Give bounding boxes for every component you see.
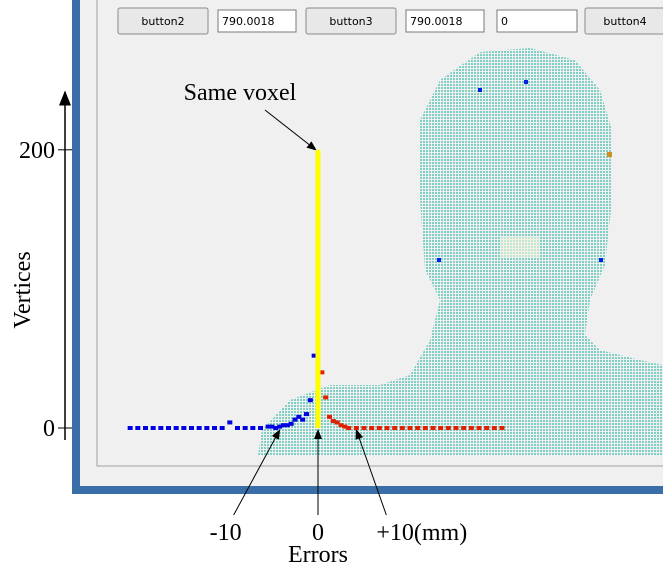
- button-label[interactable]: button2: [141, 15, 184, 28]
- point: [212, 426, 217, 430]
- point: [369, 426, 374, 430]
- point: [484, 426, 489, 430]
- point: [454, 426, 459, 430]
- page: button2 button3 button4 790.0018 790.0018 0 V…: [0, 0, 663, 573]
- point: [392, 426, 397, 430]
- text-field-value: 790.0018: [410, 15, 463, 28]
- point: [431, 426, 436, 430]
- point: [220, 426, 225, 430]
- point: [197, 426, 202, 430]
- point: [300, 418, 305, 422]
- point: [308, 398, 313, 402]
- point: [469, 426, 474, 430]
- point: [243, 426, 248, 430]
- annotation: Same voxel: [184, 80, 297, 106]
- point: [204, 426, 209, 430]
- y-axis-label: Vertices: [10, 251, 36, 328]
- point: [354, 426, 359, 430]
- point: [423, 426, 428, 430]
- point: [135, 426, 140, 430]
- point: [235, 426, 240, 430]
- chart: button2 button3 button4 790.0018 790.0018 0 V…: [0, 0, 663, 573]
- y-tick-label: 0: [43, 416, 55, 442]
- point: [304, 412, 309, 416]
- text-field-value: 790.0018: [222, 15, 275, 28]
- point: [362, 426, 367, 430]
- bar: [316, 150, 321, 428]
- point: [446, 426, 451, 430]
- point: [408, 426, 413, 430]
- point: [492, 426, 497, 430]
- point: [250, 426, 255, 430]
- point: [151, 426, 156, 430]
- point: [327, 415, 332, 419]
- point: [385, 426, 390, 430]
- point: [158, 426, 163, 430]
- point: [477, 426, 482, 430]
- point: [400, 426, 405, 430]
- point: [181, 426, 186, 430]
- text-field-value: 0: [501, 15, 508, 28]
- y-tick-label: 200: [19, 138, 55, 164]
- point: [128, 426, 133, 430]
- point: [289, 422, 294, 426]
- point: [346, 426, 351, 430]
- point: [227, 420, 232, 424]
- point: [189, 426, 194, 430]
- x-tick-label: -10: [210, 520, 242, 546]
- button-label[interactable]: button3: [329, 15, 372, 28]
- point: [323, 395, 328, 399]
- point: [377, 426, 382, 430]
- x-tick-label: +10(mm): [376, 520, 467, 546]
- button-label[interactable]: button4: [603, 15, 646, 28]
- x-tick-label: 0: [312, 520, 324, 546]
- text-field[interactable]: [497, 10, 577, 32]
- point: [438, 426, 443, 430]
- point: [461, 426, 466, 430]
- point: [415, 426, 420, 430]
- point: [258, 426, 263, 430]
- point: [174, 426, 179, 430]
- point: [166, 426, 171, 430]
- point: [143, 426, 148, 430]
- point: [500, 426, 505, 430]
